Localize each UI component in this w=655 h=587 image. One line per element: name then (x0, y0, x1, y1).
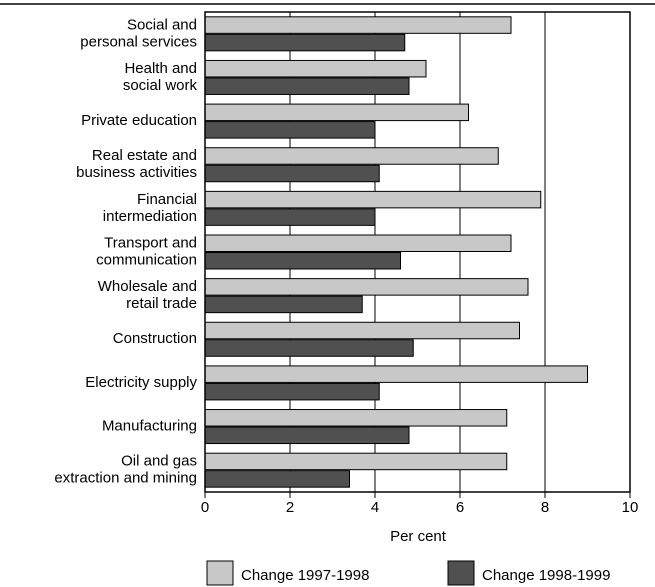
bar (204, 382, 380, 401)
x-tick-label: 8 (541, 499, 549, 516)
y-tick-label: Health and (124, 60, 197, 77)
bar (204, 365, 588, 383)
y-tick-label: Wholesale and (98, 278, 197, 295)
y-tick-label: communication (96, 251, 197, 268)
y-tick-label: Financial (137, 191, 197, 208)
bar (204, 77, 410, 95)
y-tick-label: Private education (81, 112, 197, 129)
y-tick-label: social work (123, 77, 198, 94)
y-tick-label: business activities (76, 164, 197, 181)
y-tick-label: intermediation (103, 208, 197, 225)
bar (204, 321, 520, 340)
x-axis-label: Per cent (390, 528, 447, 545)
legend-label: Change 1998-1999 (482, 567, 610, 584)
y-tick-label: Construction (113, 330, 197, 347)
bar (204, 234, 512, 252)
y-tick-label: Transport and (104, 234, 197, 251)
bar (204, 121, 376, 139)
bar (204, 339, 414, 357)
bar (204, 409, 508, 427)
bar (204, 103, 469, 122)
legend-swatch (206, 560, 234, 586)
x-tick-label: 6 (456, 499, 464, 516)
plot-frame (204, 11, 631, 493)
y-tick-label: Oil and gas (121, 453, 197, 470)
x-tick-label: 10 (622, 499, 639, 516)
bar (204, 16, 512, 34)
bar (204, 190, 542, 209)
y-tick-label: Manufacturing (102, 418, 197, 435)
bar (204, 147, 499, 165)
legend-label: Change 1997-1998 (241, 567, 369, 584)
bar (204, 470, 350, 488)
bar (204, 164, 380, 183)
bar (204, 452, 508, 471)
bar (204, 208, 376, 226)
y-tick-label: retail trade (126, 295, 197, 312)
bar (204, 59, 427, 78)
bar (204, 426, 410, 445)
y-tick-label: Real estate and (92, 147, 197, 164)
x-tick-label: 2 (286, 499, 294, 516)
bar (204, 295, 363, 314)
x-tick-label: 4 (371, 499, 379, 516)
y-tick-label: personal services (80, 33, 197, 50)
y-tick-label: extraction and mining (54, 470, 197, 487)
legend-swatch (447, 560, 475, 586)
bar (204, 252, 401, 270)
y-tick-label: Electricity supply (85, 374, 197, 391)
y-tick-label: Social and (127, 16, 197, 33)
bar (204, 33, 406, 52)
x-tick-label: 0 (201, 499, 209, 516)
bar (204, 278, 529, 296)
